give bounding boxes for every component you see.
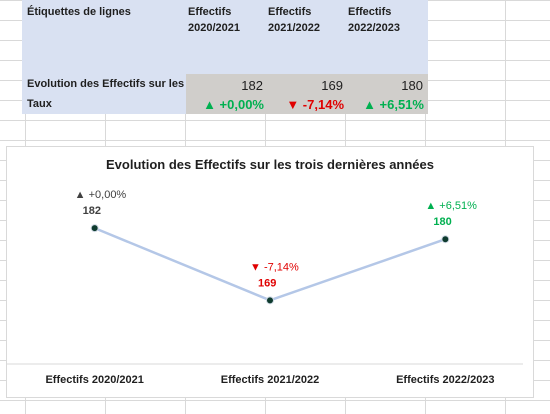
chart-title: Evolution des Effectifs sur les trois de… xyxy=(106,157,434,172)
cell-effectifs-2021-2022[interactable]: 169 xyxy=(321,78,343,93)
data-label-value: 169 xyxy=(258,277,276,289)
data-label-rate: ▲ +6,51% xyxy=(425,200,477,212)
chart-plot: ▲ +0,00% 182 Effectifs 2020/2021 ▼ -7,14% 16… xyxy=(7,189,523,386)
data-point[interactable] xyxy=(266,296,274,305)
x-tick-label: Effectifs 2022/2023 xyxy=(396,374,494,386)
data-label-value: 180 xyxy=(433,216,451,228)
data-label-rate: ▼ -7,14% xyxy=(250,261,299,273)
cell-taux-2022-2023[interactable]: ▲ +6,51% xyxy=(363,97,424,112)
column-header-2021-2022[interactable]: Effectifs 2021/2022 xyxy=(268,6,320,34)
cell-taux-2020-2021[interactable]: ▲ +0,00% xyxy=(203,97,264,112)
data-label-rate: ▲ +0,00% xyxy=(75,189,127,201)
x-tick-label: Effectifs 2020/2021 xyxy=(45,374,143,386)
data-point[interactable] xyxy=(441,235,450,244)
cell-effectifs-2020-2021[interactable]: 182 xyxy=(241,78,263,93)
row-labels-header[interactable]: Étiquettes de lignes xyxy=(27,6,131,18)
row-label-cell xyxy=(22,94,186,114)
data-point[interactable] xyxy=(90,224,99,233)
pivot-header xyxy=(22,0,428,74)
row-label-effectifs[interactable]: Evolution des Effectifs sur les trois de… xyxy=(27,78,185,90)
line-chart[interactable]: Evolution des Effectifs sur les trois de… xyxy=(6,146,534,398)
column-header-2022-2023[interactable]: Effectifs 2022/2023 xyxy=(348,6,400,34)
column-header-2020-2021[interactable]: Effectifs 2020/2021 xyxy=(188,6,240,34)
row-label-taux[interactable]: Taux xyxy=(27,98,52,110)
x-tick-label: Effectifs 2021/2022 xyxy=(221,374,319,386)
row-label-cell xyxy=(22,74,186,94)
data-label-value: 182 xyxy=(83,205,101,217)
cell-taux-2021-2022[interactable]: ▼ -7,14% xyxy=(286,97,344,112)
cell-effectifs-2022-2023[interactable]: 180 xyxy=(401,78,423,93)
